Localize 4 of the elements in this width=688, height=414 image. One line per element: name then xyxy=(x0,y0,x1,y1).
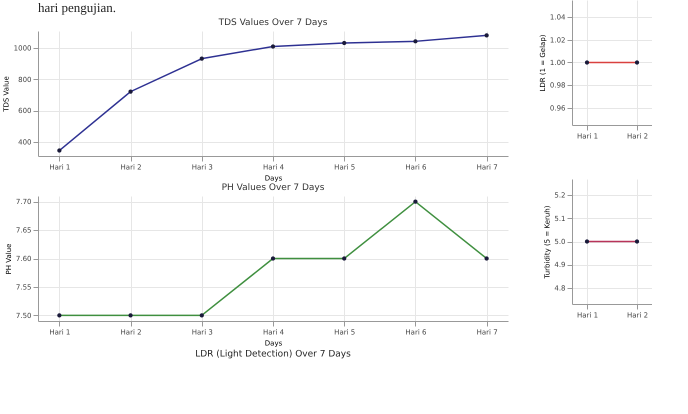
text: LDR (Light Detection) Over 7 Days xyxy=(195,349,352,360)
text: hari pengujian. xyxy=(38,0,116,15)
chart-title: TDS Values Over 7 Days xyxy=(218,18,328,28)
chart-title: PH Values Over 7 Days xyxy=(222,183,325,193)
